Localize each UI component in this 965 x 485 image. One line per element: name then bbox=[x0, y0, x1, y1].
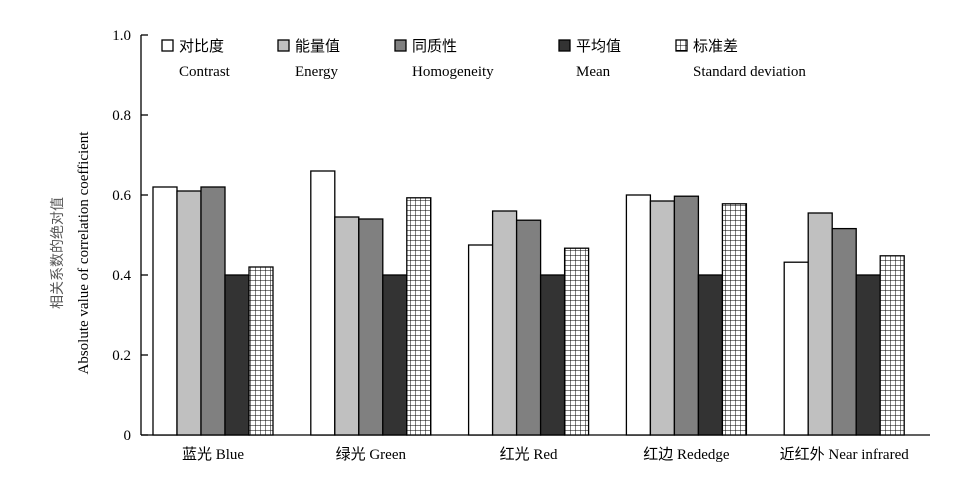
y-tick-label: 0.4 bbox=[112, 268, 131, 284]
legend-swatch-mean bbox=[558, 39, 571, 52]
legend-label-english: Homogeneity bbox=[412, 64, 494, 80]
bar-contrast-4 bbox=[783, 261, 809, 436]
legend-label-chinese: 同质性 bbox=[412, 37, 457, 55]
bar-standard-deviation-2 bbox=[563, 247, 590, 436]
bar-contrast-1 bbox=[310, 170, 336, 436]
y-axis-title-english: Absolute value of correlation coefficien… bbox=[76, 131, 92, 375]
bar-energy-4 bbox=[807, 212, 833, 436]
bar-contrast-2 bbox=[467, 244, 494, 436]
legend-swatch-standard-deviation bbox=[675, 39, 688, 52]
legend-label-english: Contrast bbox=[179, 64, 231, 80]
legend-label-english: Standard deviation bbox=[693, 64, 806, 80]
bar-homogeneity-1 bbox=[358, 218, 384, 436]
y-tick-label: 1.0 bbox=[112, 28, 131, 44]
bar-energy-3 bbox=[649, 200, 676, 436]
legend-swatch-homogeneity bbox=[394, 39, 407, 52]
bar-mean-0 bbox=[224, 274, 250, 436]
bar-contrast-0 bbox=[152, 186, 178, 436]
bar-energy-0 bbox=[176, 190, 202, 436]
bar-energy-2 bbox=[491, 210, 518, 436]
y-tick-label: 0.6 bbox=[112, 188, 131, 204]
x-category-label: 近红外 Near infrared bbox=[780, 446, 910, 463]
y-axis-title-chinese: 相关系数的绝对值 bbox=[50, 197, 66, 309]
bar-contrast-3 bbox=[625, 194, 652, 436]
y-tick-label: 0.8 bbox=[112, 108, 131, 124]
bar-standard-deviation-0 bbox=[248, 266, 274, 436]
bar-mean-4 bbox=[855, 274, 881, 436]
x-category-label: 绿光 Green bbox=[336, 446, 407, 463]
x-category-label: 蓝光 Blue bbox=[182, 446, 244, 463]
y-tick-label: 0 bbox=[124, 428, 132, 444]
y-tick-label: 0.2 bbox=[112, 348, 131, 364]
bar-standard-deviation-3 bbox=[721, 203, 748, 436]
bar-standard-deviation-4 bbox=[879, 255, 905, 436]
bars bbox=[152, 170, 905, 436]
legend: 对比度 Contrast 能量值 Energy 同质性 Homogeneity 平均值 Mea… bbox=[161, 37, 806, 80]
legend-swatch-contrast bbox=[161, 39, 174, 52]
bar-mean-1 bbox=[382, 274, 408, 436]
legend-label-english: Mean bbox=[576, 64, 611, 80]
legend-label-chinese: 对比度 bbox=[179, 37, 224, 55]
legend-swatch-energy bbox=[277, 39, 290, 52]
x-axis-labels: 蓝光 Blue 绿光 Green 红光 Red 红边 Rededge 近红外 Near … bbox=[182, 446, 909, 463]
legend-label-english: Energy bbox=[295, 64, 339, 80]
y-axis-title: 相关系数的绝对值 Absolute value of correlation c… bbox=[50, 131, 92, 375]
bar-energy-1 bbox=[334, 216, 360, 436]
bar-homogeneity-0 bbox=[200, 186, 226, 436]
bar-standard-deviation-1 bbox=[406, 197, 432, 436]
x-category-label: 红边 Rededge bbox=[643, 446, 730, 463]
bar-mean-2 bbox=[539, 274, 566, 436]
legend-label-chinese: 平均值 bbox=[576, 37, 621, 55]
bar-mean-3 bbox=[697, 274, 724, 436]
bar-homogeneity-3 bbox=[673, 195, 700, 436]
legend-label-chinese: 标准差 bbox=[693, 37, 738, 55]
bar-homogeneity-4 bbox=[831, 227, 857, 436]
x-category-label: 红光 Red bbox=[500, 446, 558, 463]
bar-homogeneity-2 bbox=[515, 219, 542, 436]
legend-label-chinese: 能量值 bbox=[295, 37, 340, 55]
